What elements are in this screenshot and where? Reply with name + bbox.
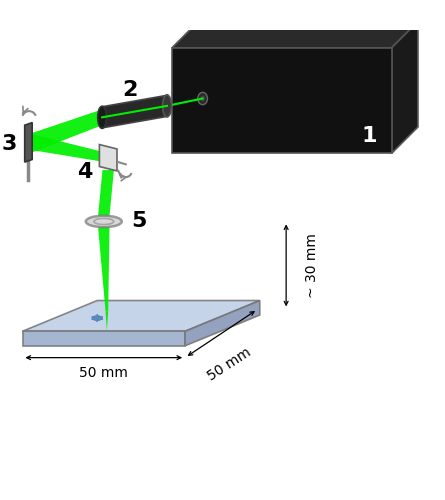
Polygon shape xyxy=(25,122,32,162)
Text: 1: 1 xyxy=(362,126,377,146)
Polygon shape xyxy=(23,332,185,346)
Text: 2: 2 xyxy=(122,80,138,100)
Polygon shape xyxy=(172,22,418,48)
Polygon shape xyxy=(33,110,102,152)
Polygon shape xyxy=(33,134,107,162)
Polygon shape xyxy=(102,96,167,128)
Text: 50 mm: 50 mm xyxy=(79,366,128,380)
Polygon shape xyxy=(185,300,260,346)
Polygon shape xyxy=(98,170,114,216)
Polygon shape xyxy=(99,144,117,171)
Text: 4: 4 xyxy=(77,162,93,182)
Text: 3: 3 xyxy=(2,134,17,154)
Ellipse shape xyxy=(162,95,171,117)
Ellipse shape xyxy=(86,216,122,227)
Polygon shape xyxy=(392,22,418,154)
Polygon shape xyxy=(105,312,108,332)
Polygon shape xyxy=(23,300,260,332)
Polygon shape xyxy=(172,48,392,154)
Ellipse shape xyxy=(98,106,106,128)
Ellipse shape xyxy=(94,218,113,224)
Text: 5: 5 xyxy=(131,212,147,232)
Polygon shape xyxy=(98,227,109,312)
Ellipse shape xyxy=(200,96,205,102)
Text: 50 mm: 50 mm xyxy=(205,345,253,384)
Text: ~ 30 mm: ~ 30 mm xyxy=(306,233,320,298)
Ellipse shape xyxy=(198,92,207,104)
